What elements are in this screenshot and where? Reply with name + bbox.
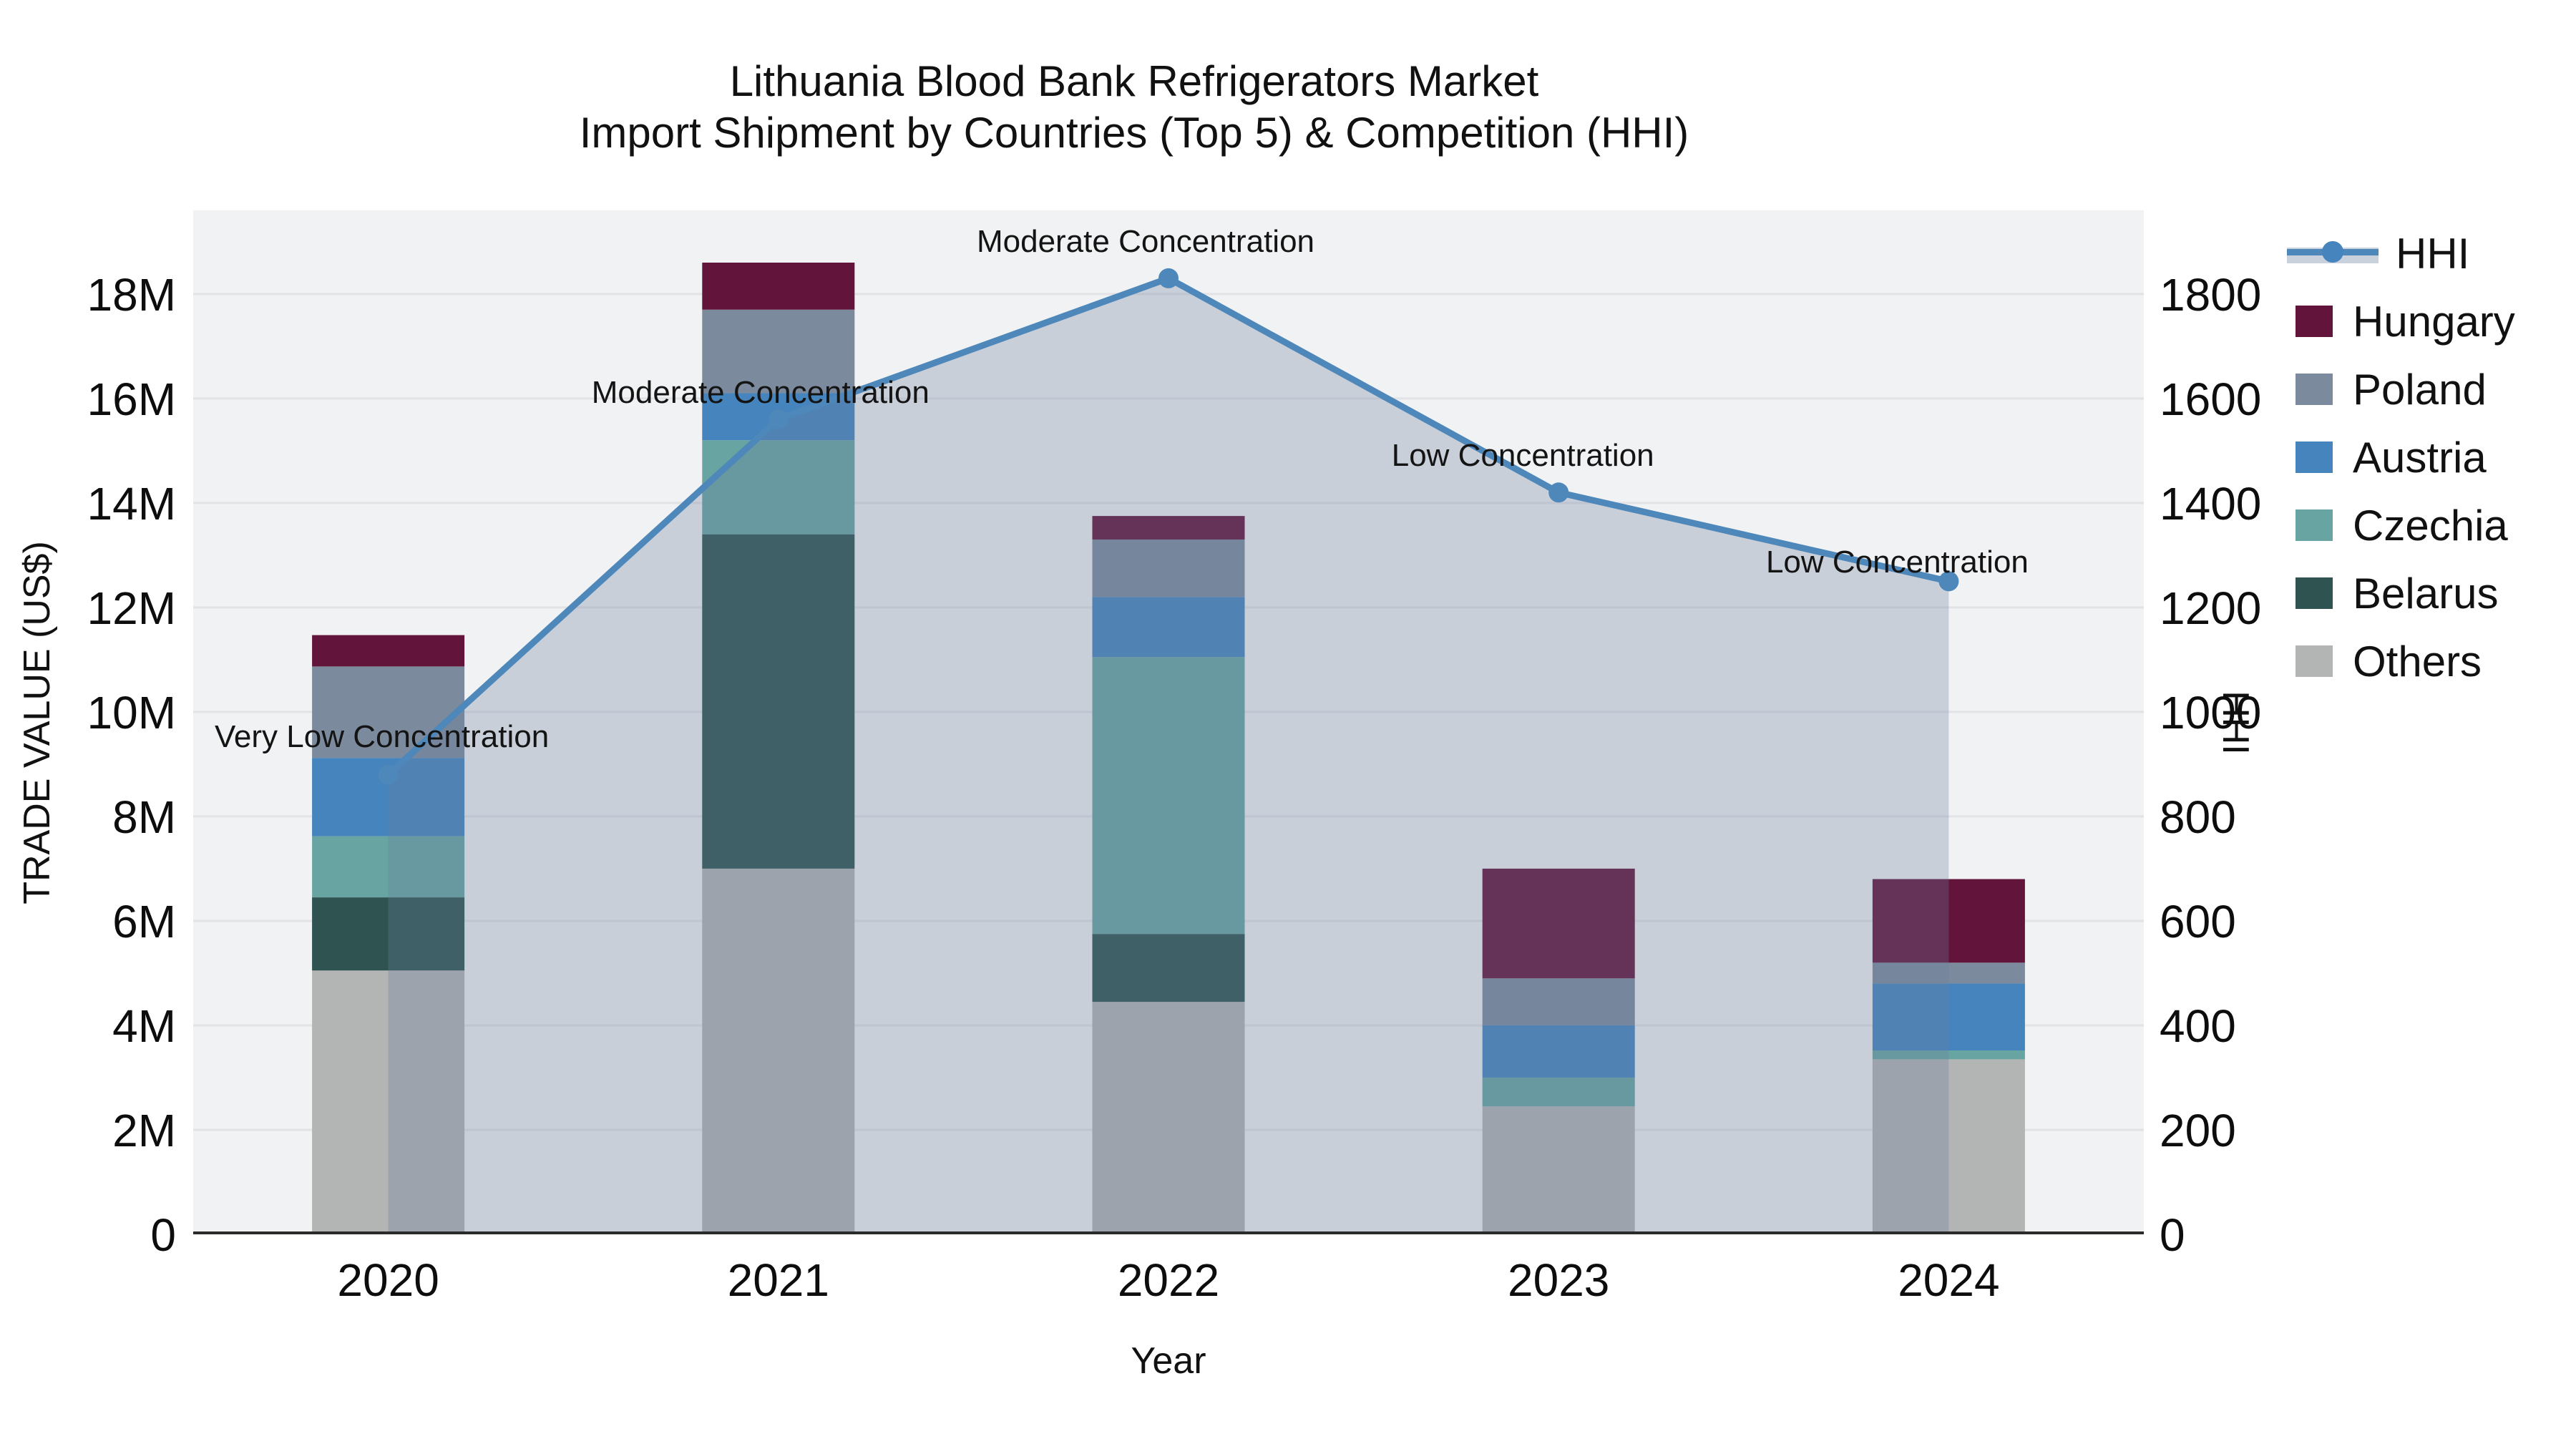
bar-segment-2024-austria[interactable] [1872, 983, 2025, 1051]
belarus-color-swatch-icon [2296, 577, 2333, 609]
bar-segment-2023-others[interactable] [1482, 1106, 1635, 1234]
bar-segment-2024-others[interactable] [1872, 1059, 2025, 1234]
right-tick-200: 200 [2160, 1104, 2236, 1156]
bar-segment-2024-czechia[interactable] [1872, 1050, 2025, 1060]
annotation-2021: Moderate Concentration [591, 375, 930, 411]
bar-segment-2022-czechia[interactable] [1092, 657, 1245, 935]
legend-label: Poland [2353, 365, 2487, 414]
annotation-2024: Low Concentration [1765, 545, 2029, 580]
legend-item-czechia[interactable]: Czechia [2287, 501, 2515, 550]
left-tick-8M: 8M [112, 791, 176, 843]
bar-segment-2023-austria[interactable] [1482, 1025, 1635, 1078]
bar-segment-2020-hungary[interactable] [312, 635, 465, 667]
bar-segment-2022-hungary[interactable] [1092, 516, 1245, 540]
right-tick-0: 0 [2160, 1209, 2185, 1261]
legend-item-hungary[interactable]: Hungary [2287, 297, 2515, 346]
x-tick-2024: 2024 [1898, 1254, 2000, 1306]
chart-title: Lithuania Blood Bank Refrigerators Marke… [0, 56, 2268, 159]
hhi-marker-2021[interactable] [768, 409, 789, 430]
left-tick-16M: 16M [87, 373, 177, 425]
x-tick-2020: 2020 [337, 1254, 439, 1306]
legend-label: Belarus [2353, 569, 2499, 618]
annotation-2023: Low Concentration [1391, 438, 1654, 474]
bar-segment-2023-czechia[interactable] [1482, 1077, 1635, 1107]
left-tick-2M: 2M [112, 1104, 176, 1156]
bar-segment-2024-hungary[interactable] [1872, 879, 2025, 963]
hhi-marker-2023[interactable] [1548, 482, 1569, 503]
bar-segment-2022-others[interactable] [1092, 1002, 1245, 1234]
legend: HHI Hungary Poland Austria Czechia Belarus Oth… [2287, 229, 2515, 686]
x-tick-2021: 2021 [727, 1254, 829, 1306]
bar-segment-2021-czechia[interactable] [702, 440, 855, 535]
bar-segment-2022-belarus[interactable] [1092, 934, 1245, 1002]
legend-item-austria[interactable]: Austria [2287, 433, 2515, 482]
right-tick-600: 600 [2160, 895, 2236, 947]
bar-segment-2022-austria[interactable] [1092, 597, 1245, 658]
austria-color-swatch-icon [2296, 441, 2333, 473]
right-tick-1600: 1600 [2160, 373, 2262, 425]
annotation-2022: Moderate Concentration [976, 223, 1315, 259]
left-tick-12M: 12M [87, 582, 177, 634]
right-tick-1000: 1000 [2160, 686, 2262, 738]
bar-segment-2022-poland[interactable] [1092, 539, 1245, 597]
others-color-swatch-icon [2296, 645, 2333, 677]
legend-label: Austria [2353, 433, 2487, 482]
x-tick-2022: 2022 [1117, 1254, 1220, 1306]
legend-item-others[interactable]: Others [2287, 637, 2515, 686]
bar-segment-2023-poland[interactable] [1482, 978, 1635, 1025]
legend-label: Others [2353, 637, 2482, 686]
poland-color-swatch-icon [2296, 374, 2333, 405]
hhi-line-swatch-icon [2287, 238, 2379, 269]
czechia-color-swatch-icon [2296, 509, 2333, 541]
bar-segment-2020-czechia[interactable] [312, 836, 465, 898]
legend-item-poland[interactable]: Poland [2287, 365, 2515, 414]
bar-segment-2020-poland[interactable] [312, 666, 465, 758]
right-tick-1200: 1200 [2160, 582, 2262, 634]
bar-segment-2021-hungary[interactable] [702, 263, 855, 310]
right-tick-1400: 1400 [2160, 477, 2262, 530]
x-axis-title: Year [1131, 1340, 1206, 1382]
left-tick-4M: 4M [112, 1000, 176, 1052]
left-tick-14M: 14M [87, 477, 177, 530]
bar-segment-2024-poland[interactable] [1872, 962, 2025, 984]
chart-title-line1: Lithuania Blood Bank Refrigerators Marke… [729, 57, 1539, 105]
legend-label: HHI [2396, 229, 2470, 278]
right-tick-800: 800 [2160, 791, 2236, 843]
bar-segment-2021-others[interactable] [702, 868, 855, 1234]
bar-segment-2020-belarus[interactable] [312, 897, 465, 971]
legend-label: Hungary [2353, 297, 2515, 346]
hhi-marker-2022[interactable] [1158, 268, 1179, 288]
legend-item-belarus[interactable]: Belarus [2287, 569, 2515, 618]
hungary-color-swatch-icon [2296, 306, 2333, 337]
left-tick-0: 0 [150, 1209, 176, 1261]
hhi-marker-2024[interactable] [1938, 571, 1959, 592]
left-tick-6M: 6M [112, 895, 176, 947]
chart-title-line2: Import Shipment by Countries (Top 5) & C… [579, 109, 1689, 157]
left-tick-18M: 18M [87, 268, 177, 321]
bar-segment-2020-others[interactable] [312, 970, 465, 1234]
x-tick-2023: 2023 [1508, 1254, 1610, 1306]
legend-label: Czechia [2353, 501, 2508, 550]
annotation-2020: Very Low Concentration [215, 718, 550, 754]
bar-segment-2021-poland[interactable] [702, 309, 855, 394]
right-tick-400: 400 [2160, 1000, 2236, 1052]
plot-area [193, 210, 2144, 1234]
hhi-area-fill [388, 278, 1949, 1234]
right-tick-1800: 1800 [2160, 268, 2262, 321]
bar-segment-2023-hungary[interactable] [1482, 868, 1635, 979]
hhi-marker-2020[interactable] [378, 764, 399, 785]
legend-item-hhi[interactable]: HHI [2287, 229, 2515, 278]
left-tick-10M: 10M [87, 686, 177, 738]
bar-segment-2021-belarus[interactable] [702, 534, 855, 869]
